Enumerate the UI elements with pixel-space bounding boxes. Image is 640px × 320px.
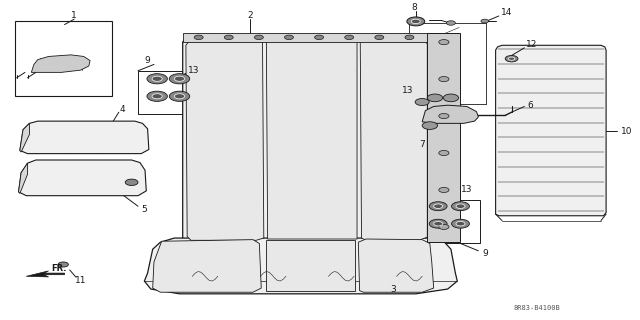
Polygon shape	[19, 160, 147, 196]
Text: 13: 13	[188, 66, 199, 75]
Text: 7: 7	[419, 140, 425, 149]
Circle shape	[285, 35, 294, 40]
Polygon shape	[428, 33, 461, 242]
Circle shape	[152, 76, 163, 81]
Circle shape	[508, 57, 515, 60]
Circle shape	[125, 179, 138, 186]
Circle shape	[439, 150, 449, 156]
Polygon shape	[20, 121, 149, 154]
Circle shape	[439, 114, 449, 119]
Circle shape	[315, 35, 324, 40]
Polygon shape	[495, 45, 606, 216]
Circle shape	[170, 74, 189, 84]
Polygon shape	[186, 38, 264, 240]
Circle shape	[456, 221, 465, 226]
Polygon shape	[153, 240, 261, 292]
Circle shape	[429, 219, 447, 228]
Polygon shape	[266, 41, 357, 239]
Text: 10: 10	[621, 127, 632, 136]
Text: 4: 4	[119, 105, 125, 114]
Circle shape	[412, 19, 420, 24]
Circle shape	[415, 99, 429, 106]
Text: 9: 9	[145, 56, 150, 65]
Circle shape	[428, 94, 443, 102]
Polygon shape	[422, 105, 478, 123]
Circle shape	[456, 204, 465, 208]
Circle shape	[452, 202, 469, 211]
Text: FR.: FR.	[52, 264, 67, 273]
Polygon shape	[26, 271, 65, 277]
Text: 3: 3	[390, 284, 396, 293]
Polygon shape	[20, 123, 29, 152]
Circle shape	[439, 188, 449, 193]
Circle shape	[255, 35, 263, 40]
Polygon shape	[422, 200, 479, 243]
Polygon shape	[31, 55, 90, 72]
Text: 9: 9	[482, 250, 488, 259]
Text: 12: 12	[526, 40, 538, 49]
Text: 8: 8	[412, 3, 417, 12]
Text: 8R83-B4100B: 8R83-B4100B	[514, 305, 561, 311]
Circle shape	[439, 40, 449, 45]
Circle shape	[434, 221, 443, 226]
Circle shape	[407, 17, 425, 26]
Text: 11: 11	[75, 276, 86, 285]
Text: 13: 13	[461, 185, 472, 194]
Circle shape	[447, 21, 456, 25]
Circle shape	[444, 94, 459, 102]
Polygon shape	[15, 21, 113, 96]
Circle shape	[194, 35, 203, 40]
Circle shape	[422, 122, 438, 129]
Text: 5: 5	[141, 205, 147, 214]
Circle shape	[147, 91, 168, 101]
Circle shape	[505, 55, 518, 62]
Text: 14: 14	[500, 8, 512, 17]
Polygon shape	[19, 163, 28, 194]
Circle shape	[147, 74, 168, 84]
Circle shape	[170, 91, 189, 101]
Polygon shape	[145, 238, 458, 294]
Circle shape	[405, 35, 414, 40]
Text: 2: 2	[247, 12, 253, 20]
Polygon shape	[358, 239, 434, 292]
Polygon shape	[182, 36, 430, 242]
Circle shape	[434, 204, 443, 208]
Polygon shape	[360, 40, 428, 240]
Text: 6: 6	[528, 101, 534, 110]
Circle shape	[375, 35, 384, 40]
Circle shape	[481, 19, 488, 23]
Circle shape	[152, 94, 163, 99]
Polygon shape	[182, 33, 428, 42]
Circle shape	[452, 219, 469, 228]
Circle shape	[439, 76, 449, 82]
Polygon shape	[266, 240, 355, 291]
Circle shape	[439, 224, 449, 229]
Circle shape	[429, 202, 447, 211]
Polygon shape	[138, 71, 211, 114]
Text: 13: 13	[403, 86, 414, 95]
Circle shape	[174, 94, 184, 99]
Circle shape	[58, 262, 68, 267]
Circle shape	[224, 35, 233, 40]
Circle shape	[174, 76, 184, 81]
Text: 1: 1	[71, 12, 77, 20]
Circle shape	[345, 35, 354, 40]
